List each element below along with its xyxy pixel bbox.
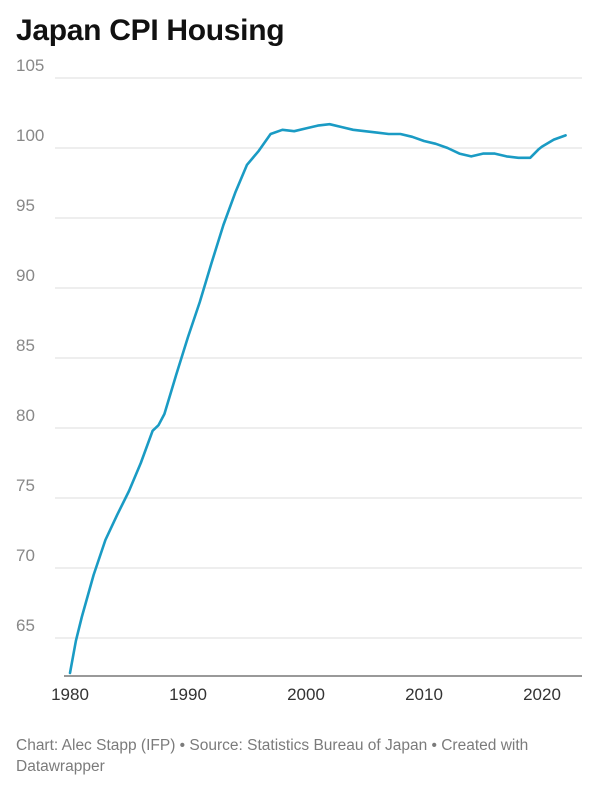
y-tick-label: 95 <box>16 196 35 215</box>
line-chart: 65 70 75 80 85 90 95 100 105 1980 1990 2000 2010 202… <box>16 56 582 704</box>
x-axis-tick-labels: 1980 1990 2000 2010 2020 <box>51 685 561 704</box>
y-axis-tick-labels: 65 70 75 80 85 90 95 100 105 <box>16 56 44 635</box>
y-tick-label: 75 <box>16 476 35 495</box>
y-tick-label: 105 <box>16 56 44 75</box>
y-tick-label: 100 <box>16 126 44 145</box>
y-tick-label: 65 <box>16 616 35 635</box>
y-tick-label: 85 <box>16 336 35 355</box>
footer-credit-line: Chart: Alec Stapp (IFP) • Source: Statis… <box>16 737 529 754</box>
x-tick-label: 1990 <box>169 685 207 704</box>
gridlines <box>55 77 582 677</box>
x-tick-label: 2000 <box>287 685 325 704</box>
y-tick-label: 80 <box>16 406 35 425</box>
chart-title: Japan CPI Housing <box>16 14 285 47</box>
x-tick-label: 2020 <box>523 685 561 704</box>
y-tick-label: 90 <box>16 266 35 285</box>
x-tick-label: 1980 <box>51 685 89 704</box>
cpi-housing-series-line <box>68 122 567 675</box>
x-tick-label: 2010 <box>405 685 443 704</box>
y-tick-label: 70 <box>16 546 35 565</box>
footer-credit-line-2: Datawrapper <box>16 758 105 775</box>
chart-footer: Chart: Alec Stapp (IFP) • Source: Statis… <box>16 735 576 777</box>
